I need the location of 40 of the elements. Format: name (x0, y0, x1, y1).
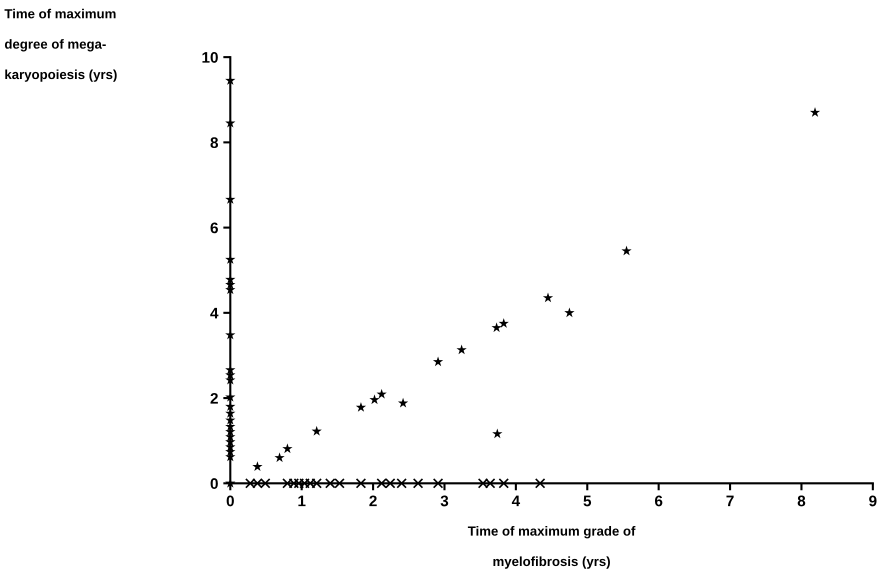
x-tick-label: 2 (369, 496, 377, 506)
point (252, 461, 263, 472)
point (534, 478, 546, 489)
point (398, 398, 408, 408)
point (356, 478, 366, 489)
x-tick-label: 7 (726, 496, 734, 506)
text: Time of maximum degree of mega- karyopoiesis (yrs) (4, 8, 117, 82)
point (498, 478, 509, 489)
point (376, 388, 387, 399)
x-tick-label: 4 (512, 496, 520, 506)
text: Time of maximum grade of myelofibrosis (yrs) (468, 526, 636, 569)
point (564, 307, 575, 318)
point (282, 443, 293, 454)
point (621, 246, 632, 256)
y-tick-label: 0 (210, 478, 218, 489)
point (312, 426, 322, 436)
x-tick-label: 5 (583, 496, 592, 506)
point (542, 292, 554, 302)
point (498, 318, 509, 328)
x-tick-label: 3 (440, 496, 448, 506)
point (432, 356, 444, 366)
point (356, 402, 366, 412)
x-tick-label: 1 (298, 496, 306, 506)
point (412, 478, 424, 489)
x-tick-label: 0 (226, 496, 234, 506)
point (491, 322, 502, 332)
point (456, 344, 467, 354)
y-tick-label: 2 (210, 392, 218, 404)
x-tick-label: 6 (654, 496, 662, 506)
y-tick-label: 4 (210, 308, 218, 318)
y-tick-label: 10 (202, 52, 218, 63)
point (492, 428, 502, 438)
x-tick-label: 8 (798, 496, 806, 506)
y-tick-label: 8 (210, 137, 218, 148)
point (369, 394, 380, 404)
point (274, 452, 285, 462)
y-tick-label: 6 (210, 222, 218, 234)
point (432, 478, 444, 489)
point (810, 107, 820, 117)
x-tick-label: 9 (869, 496, 877, 506)
